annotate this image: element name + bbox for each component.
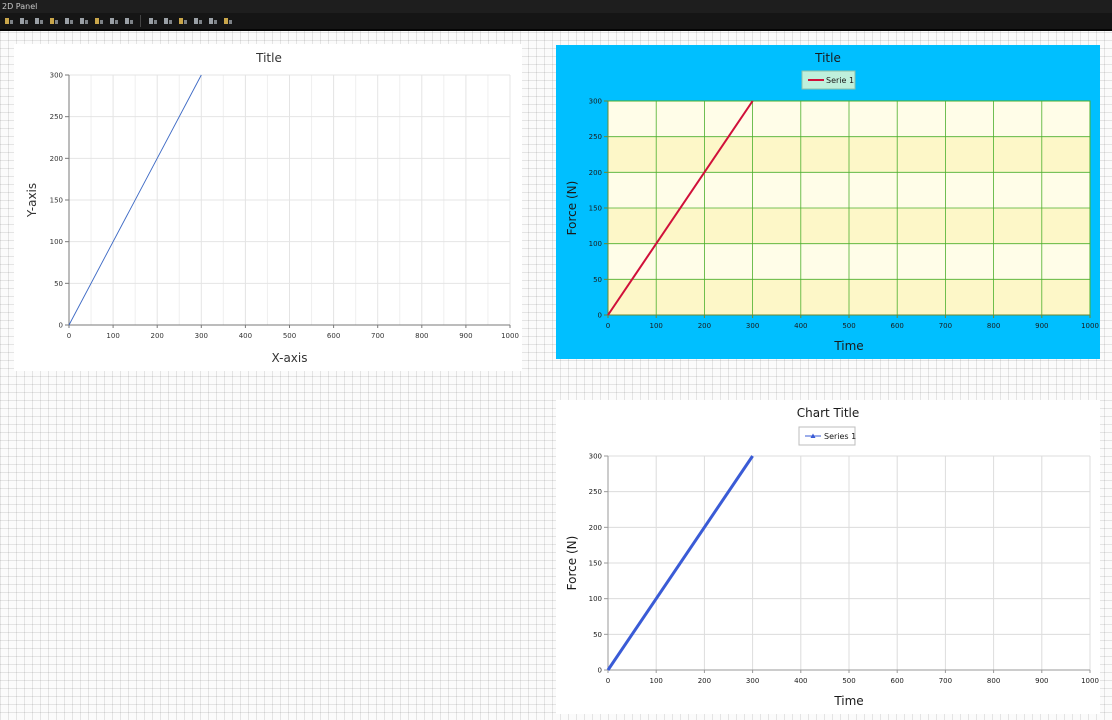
y-tick-label: 100	[50, 238, 63, 246]
x-tick-label: 200	[151, 332, 164, 340]
nodes-icon[interactable]	[177, 16, 188, 27]
series-line	[607, 100, 754, 316]
legend-label: Series 1	[824, 432, 856, 441]
x-tick-label: 600	[891, 322, 904, 330]
x-tick-label: 400	[239, 332, 252, 340]
legend-marker	[810, 433, 816, 438]
bar-icon[interactable]	[123, 16, 134, 27]
layout-icon[interactable]	[48, 16, 59, 27]
y-tick-label: 150	[50, 197, 63, 205]
x-tick-label: 100	[650, 322, 663, 330]
x-tick-label: 700	[939, 322, 952, 330]
x-axis-label: Time	[833, 694, 863, 708]
chart-legend: Series 1	[798, 426, 856, 446]
x-tick-label: 800	[987, 677, 1000, 685]
tools-icon[interactable]	[207, 16, 218, 27]
y-tick-label: 0	[59, 322, 63, 330]
x-tick-label: 1000	[1081, 322, 1099, 330]
y-tick-label: 250	[589, 488, 602, 496]
y-tick-label: 0	[598, 667, 602, 675]
window-title: 2D Panel	[2, 2, 38, 11]
chart-title: Title	[255, 51, 282, 65]
align-right-icon[interactable]	[93, 16, 104, 27]
tools-icon[interactable]	[222, 16, 233, 27]
chart-legend: Serie 1	[801, 70, 856, 90]
toolbar-separator	[140, 15, 141, 27]
y-tick-label: 300	[50, 72, 63, 80]
bars-icon[interactable]	[147, 16, 158, 27]
x-tick-label: 400	[794, 322, 807, 330]
x-tick-label: 700	[371, 332, 384, 340]
distribute-icon[interactable]	[108, 16, 119, 27]
y-tick-label: 200	[589, 524, 602, 532]
x-tick-label: 900	[1035, 677, 1048, 685]
y-tick-label: 50	[54, 280, 63, 288]
x-axis-label: Time	[833, 339, 863, 353]
layout-icon[interactable]	[18, 16, 29, 27]
toolbar	[0, 13, 1112, 31]
grid-icon[interactable]	[192, 16, 203, 27]
y-tick-label: 300	[589, 453, 602, 461]
chart-panel-1[interactable]: Title 0 100 200 300 400 500 600 700 800 900 1000 0 50…	[14, 44, 522, 371]
x-tick-label: 700	[939, 677, 952, 685]
chart-title: Chart Title	[797, 406, 860, 420]
chart-panel-2[interactable]: Title Serie 1 0 100 200 300 400 500 600 700 800 900…	[556, 45, 1100, 359]
x-tick-label: 600	[891, 677, 904, 685]
y-tick-label: 50	[593, 276, 602, 284]
y-tick-label: 150	[589, 560, 602, 568]
y-tick-label: 250	[50, 113, 63, 121]
chart-panel-3[interactable]: Chart Title Series 1 0 100 200 300 400 500 600 70…	[556, 400, 1100, 714]
series-line	[606, 455, 754, 671]
x-tick-label: 100	[106, 332, 119, 340]
x-tick-label: 500	[283, 332, 296, 340]
legend-label: Serie 1	[826, 76, 854, 85]
legend-box	[801, 70, 856, 90]
x-tick-label: 0	[606, 322, 610, 330]
x-axis-label: X-axis	[272, 351, 308, 365]
y-tick-label: 300	[589, 98, 602, 106]
x-tick-label: 300	[195, 332, 208, 340]
x-tick-label: 200	[698, 322, 711, 330]
distribute-vertical-icon[interactable]	[162, 16, 173, 27]
align-center-icon[interactable]	[78, 16, 89, 27]
x-tick-label: 500	[842, 677, 855, 685]
chart-1-svg: Title 0 100 200 300 400 500 600 700 800 900 1000 0 50…	[25, 51, 519, 365]
y-tick-label: 200	[50, 155, 63, 163]
x-tick-label: 100	[650, 677, 663, 685]
x-tick-label: 900	[459, 332, 472, 340]
x-tick-label: 900	[1035, 322, 1048, 330]
legend-box	[798, 426, 856, 446]
x-tick-label: 800	[415, 332, 428, 340]
x-tick-label: 200	[698, 677, 711, 685]
align-left-icon[interactable]	[63, 16, 74, 27]
chart-title: Title	[814, 51, 841, 65]
window-title-bar: 2D Panel	[0, 0, 1112, 13]
x-tick-label: 0	[606, 677, 610, 685]
x-tick-label: 1000	[501, 332, 519, 340]
y-axis-label: Force (N)	[565, 181, 579, 236]
y-tick-label: 50	[593, 631, 602, 639]
x-tick-label: 0	[67, 332, 71, 340]
y-tick-label: 250	[589, 133, 602, 141]
x-tick-label: 300	[746, 322, 759, 330]
x-tick-label: 600	[327, 332, 340, 340]
layout-icon[interactable]	[3, 16, 14, 27]
x-tick-label: 500	[842, 322, 855, 330]
y-tick-label: 200	[589, 169, 602, 177]
y-tick-label: 100	[589, 240, 602, 248]
x-tick-label: 400	[794, 677, 807, 685]
y-tick-label: 150	[589, 205, 602, 213]
x-tick-label: 1000	[1081, 677, 1099, 685]
layout-icon[interactable]	[33, 16, 44, 27]
y-tick-label: 0	[598, 312, 602, 320]
y-tick-label: 100	[589, 595, 602, 603]
x-tick-label: 800	[987, 322, 1000, 330]
y-axis-label: Y-axis	[25, 183, 39, 218]
x-tick-label: 300	[746, 677, 759, 685]
series-line	[68, 74, 202, 326]
y-axis-label: Force (N)	[565, 536, 579, 591]
